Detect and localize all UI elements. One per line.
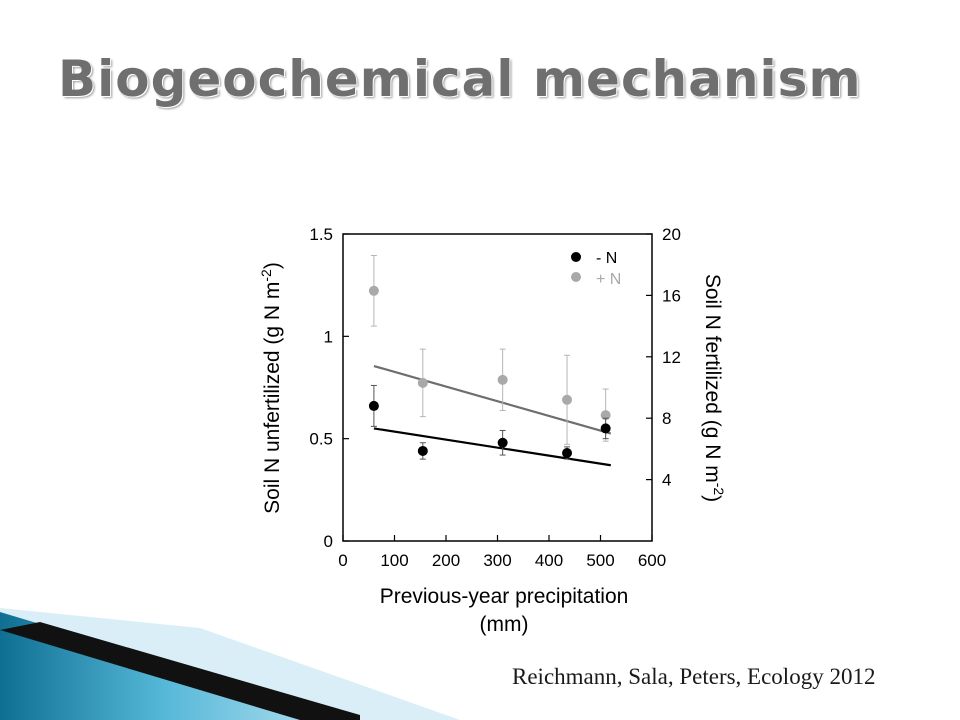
y-right-tick-label: 16 (662, 286, 681, 305)
y-left-tick-label: 0 (324, 532, 333, 551)
y-right-tick-label: 12 (662, 348, 681, 367)
y-right-axis-ticks: 4 8 12 16 20 (646, 225, 681, 490)
data-point-unfertilized (562, 447, 573, 458)
slide-title: Biogeochemical mechanism (58, 50, 862, 108)
y-left-tick-label: 1 (324, 327, 333, 346)
data-point-fertilized (368, 285, 379, 296)
y-right-axis-label: Soil N fertilized (g N m-2) (701, 274, 727, 502)
y-left-tick-label: 0.5 (309, 430, 333, 449)
x-tick-label: 0 (338, 551, 347, 570)
series-layer (368, 254, 612, 467)
legend-label-unfertilized: - N (596, 250, 617, 267)
fit-line-unfertilized (373, 427, 611, 467)
x-axis-ticks: 0 100 200 300 400 500 600 (338, 535, 666, 570)
data-point-unfertilized (497, 437, 508, 448)
data-point-unfertilized (368, 400, 379, 411)
legend-marker-fertilized (571, 272, 581, 282)
x-axis-unit: (mm) (480, 613, 529, 636)
legend-marker-unfertilized (571, 252, 581, 262)
data-point-unfertilized (417, 445, 428, 456)
y-left-tick-label: 1.5 (309, 225, 333, 244)
x-tick-label: 400 (535, 551, 563, 570)
decor-dark-sweep (0, 622, 360, 720)
data-point-fertilized (417, 377, 428, 388)
y-left-axis-ticks: 0 0.5 1 1.5 (309, 225, 349, 551)
y-left-axis-label: Soil N unfertilized (g N m-2) (258, 262, 284, 514)
citation: Reichmann, Sala, Peters, Ecology 2012 (512, 664, 876, 689)
legend-label-fertilized: + N (596, 271, 621, 288)
x-axis-label: Previous-year precipitation (380, 585, 629, 608)
y-right-tick-label: 4 (662, 471, 671, 490)
y-right-tick-label: 20 (662, 225, 681, 244)
data-point-fertilized (600, 410, 611, 421)
data-point-fertilized (562, 394, 573, 405)
y-right-tick-label: 8 (662, 409, 671, 428)
legend: - N + N (571, 250, 621, 288)
x-tick-label: 200 (432, 551, 460, 570)
x-tick-label: 100 (380, 551, 408, 570)
data-point-unfertilized (600, 423, 611, 434)
x-tick-label: 500 (586, 551, 614, 570)
x-tick-label: 600 (638, 551, 666, 570)
fit-line-fertilized (373, 364, 612, 435)
x-tick-label: 300 (483, 551, 511, 570)
data-point-fertilized (497, 374, 508, 385)
